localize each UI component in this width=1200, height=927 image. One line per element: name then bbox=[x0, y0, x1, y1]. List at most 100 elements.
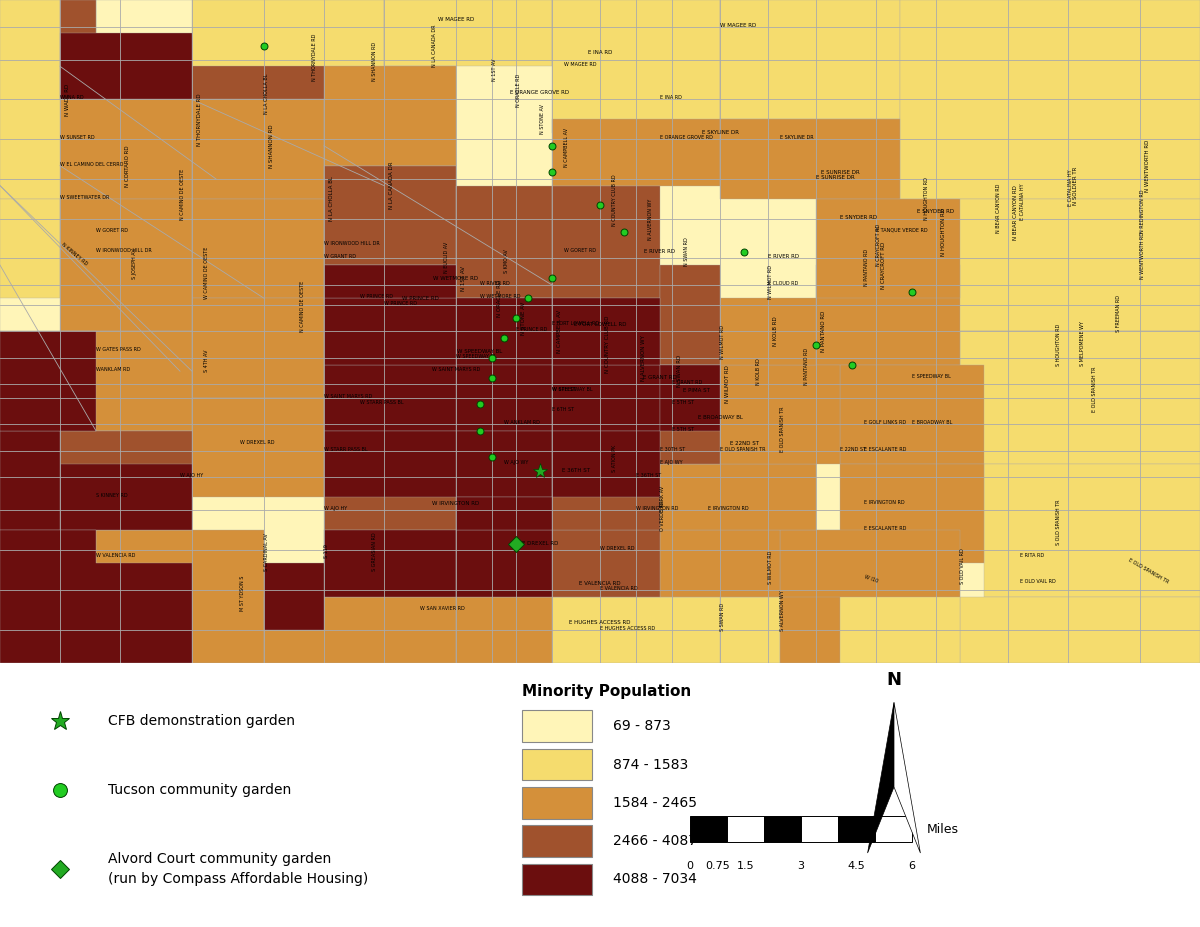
Polygon shape bbox=[456, 597, 552, 663]
Text: N WENTWORTH RD: N WENTWORTH RD bbox=[1140, 233, 1145, 279]
Polygon shape bbox=[660, 364, 720, 431]
Polygon shape bbox=[192, 199, 324, 298]
Bar bbox=[522, 787, 592, 819]
Text: W PRINCE RD: W PRINCE RD bbox=[402, 296, 438, 300]
Text: E SNYDER RD: E SNYDER RD bbox=[918, 210, 954, 214]
Polygon shape bbox=[60, 331, 192, 431]
Text: W AJO HY: W AJO HY bbox=[180, 473, 203, 478]
Polygon shape bbox=[0, 530, 96, 663]
Text: S KMO AV: S KMO AV bbox=[504, 248, 509, 273]
Text: E AJO WY: E AJO WY bbox=[660, 460, 683, 465]
Text: O VERDE RD: O VERDE RD bbox=[660, 501, 665, 531]
Text: N ALVERNON WY: N ALVERNON WY bbox=[648, 198, 653, 239]
Text: W SAINT MARYS RD: W SAINT MARYS RD bbox=[324, 394, 372, 399]
Text: WANKLAM RD: WANKLAM RD bbox=[96, 367, 130, 372]
Polygon shape bbox=[456, 298, 552, 364]
Polygon shape bbox=[984, 464, 1200, 597]
Text: N 1ST AV: N 1ST AV bbox=[461, 266, 466, 291]
Text: E OLD SPANISH TR: E OLD SPANISH TR bbox=[1128, 557, 1170, 584]
Text: W SPEEDWAY BL: W SPEEDWAY BL bbox=[457, 349, 503, 353]
Polygon shape bbox=[456, 497, 552, 530]
Polygon shape bbox=[660, 530, 780, 597]
Bar bbox=[522, 710, 592, 742]
Text: E RIVER RD: E RIVER RD bbox=[644, 249, 676, 254]
Polygon shape bbox=[780, 530, 960, 597]
Text: N STONE AV: N STONE AV bbox=[540, 104, 545, 133]
Polygon shape bbox=[552, 464, 660, 530]
Polygon shape bbox=[552, 530, 660, 597]
Text: W I10: W I10 bbox=[864, 575, 878, 584]
Text: S ATION PK: S ATION PK bbox=[612, 444, 617, 472]
Polygon shape bbox=[456, 364, 552, 464]
Text: E GRANT RD: E GRANT RD bbox=[643, 375, 677, 380]
Text: W SAN XAVIER RD: W SAN XAVIER RD bbox=[420, 605, 464, 611]
Text: E VALENCIA RD: E VALENCIA RD bbox=[580, 580, 620, 586]
Text: W STARR PASS BL: W STARR PASS BL bbox=[324, 447, 367, 451]
Bar bbox=[690, 816, 727, 843]
Text: E 6TH ST: E 6TH ST bbox=[552, 407, 574, 412]
Text: E GOLF LINKS RD: E GOLF LINKS RD bbox=[864, 420, 906, 425]
Text: N WILMOT RD: N WILMOT RD bbox=[720, 325, 725, 359]
Polygon shape bbox=[552, 185, 660, 298]
Text: W MAGEE RD: W MAGEE RD bbox=[564, 62, 596, 68]
Text: N SHANNON RD: N SHANNON RD bbox=[372, 42, 377, 81]
Text: S SWAN RD: S SWAN RD bbox=[720, 603, 725, 630]
Text: W GORET RD: W GORET RD bbox=[96, 228, 128, 233]
Text: N STONE AV: N STONE AV bbox=[521, 301, 526, 335]
Text: N LA CHOLLA BL: N LA CHOLLA BL bbox=[264, 73, 269, 114]
Polygon shape bbox=[60, 431, 192, 530]
Polygon shape bbox=[324, 298, 456, 364]
Polygon shape bbox=[324, 530, 456, 597]
Polygon shape bbox=[60, 0, 192, 199]
Polygon shape bbox=[60, 33, 192, 99]
Polygon shape bbox=[324, 166, 456, 265]
Polygon shape bbox=[324, 530, 456, 597]
Text: W PRINCE RD: W PRINCE RD bbox=[360, 294, 394, 299]
Text: N BEAR CANYON RD: N BEAR CANYON RD bbox=[996, 184, 1001, 233]
Polygon shape bbox=[0, 431, 60, 530]
Text: E GRANT RD: E GRANT RD bbox=[672, 380, 702, 386]
Text: S CARDINAL AV: S CARDINAL AV bbox=[264, 533, 269, 571]
Text: E HUGHES ACCESS RD: E HUGHES ACCESS RD bbox=[600, 626, 655, 630]
Text: E ESCALANTE RD: E ESCALANTE RD bbox=[864, 447, 906, 451]
Text: 3: 3 bbox=[798, 861, 804, 871]
Text: Minority Population: Minority Population bbox=[522, 684, 691, 699]
Text: E 22ND ST: E 22ND ST bbox=[730, 441, 758, 447]
Polygon shape bbox=[900, 0, 1200, 199]
Text: E ORANGE GROVE RD: E ORANGE GROVE RD bbox=[660, 135, 713, 140]
Text: E 30TH ST: E 30TH ST bbox=[660, 447, 685, 451]
Text: W CAMINO DE OESTE: W CAMINO DE OESTE bbox=[204, 247, 209, 299]
Polygon shape bbox=[552, 364, 660, 431]
Text: 4.5: 4.5 bbox=[847, 861, 865, 871]
Text: E CATALINA HY: E CATALINA HY bbox=[1068, 170, 1073, 207]
Text: N KOLB RD: N KOLB RD bbox=[756, 359, 761, 386]
Polygon shape bbox=[780, 530, 960, 663]
Text: W AJO HY: W AJO HY bbox=[324, 506, 347, 512]
Text: N SHANNON RD: N SHANNON RD bbox=[269, 124, 274, 168]
Text: Alvord Court community garden
(run by Compass Affordable Housing): Alvord Court community garden (run by Co… bbox=[108, 852, 368, 885]
Text: N ORACLE RD: N ORACLE RD bbox=[516, 74, 521, 107]
Text: E 36TH ST: E 36TH ST bbox=[562, 468, 590, 473]
Text: N SWAN RD: N SWAN RD bbox=[684, 237, 689, 266]
Text: M ST YDSON S: M ST YDSON S bbox=[240, 576, 245, 611]
Text: N SOLDIER TR: N SOLDIER TR bbox=[1073, 167, 1078, 205]
Text: CFB demonstration garden: CFB demonstration garden bbox=[108, 714, 295, 728]
Text: W VALENCIA RD: W VALENCIA RD bbox=[96, 552, 136, 558]
Text: E RITA RD: E RITA RD bbox=[1020, 552, 1044, 558]
Polygon shape bbox=[0, 431, 60, 530]
Bar bbox=[522, 825, 592, 857]
Text: N LA CANADA DR: N LA CANADA DR bbox=[389, 162, 394, 210]
Polygon shape bbox=[660, 265, 720, 364]
Text: N WADE RD: N WADE RD bbox=[65, 83, 70, 116]
Text: Miles: Miles bbox=[926, 823, 959, 836]
Polygon shape bbox=[780, 564, 840, 663]
Text: N WILMOT RD: N WILMOT RD bbox=[725, 365, 730, 403]
Polygon shape bbox=[456, 464, 660, 530]
Polygon shape bbox=[192, 298, 324, 398]
Polygon shape bbox=[936, 199, 1200, 331]
Text: N EUCLID AV: N EUCLID AV bbox=[444, 242, 449, 273]
Text: E ORANGE GROVE RD: E ORANGE GROVE RD bbox=[510, 90, 570, 95]
Text: 69 - 873: 69 - 873 bbox=[613, 719, 671, 733]
Text: S ALVERNON WY: S ALVERNON WY bbox=[780, 590, 785, 630]
Polygon shape bbox=[324, 265, 456, 364]
